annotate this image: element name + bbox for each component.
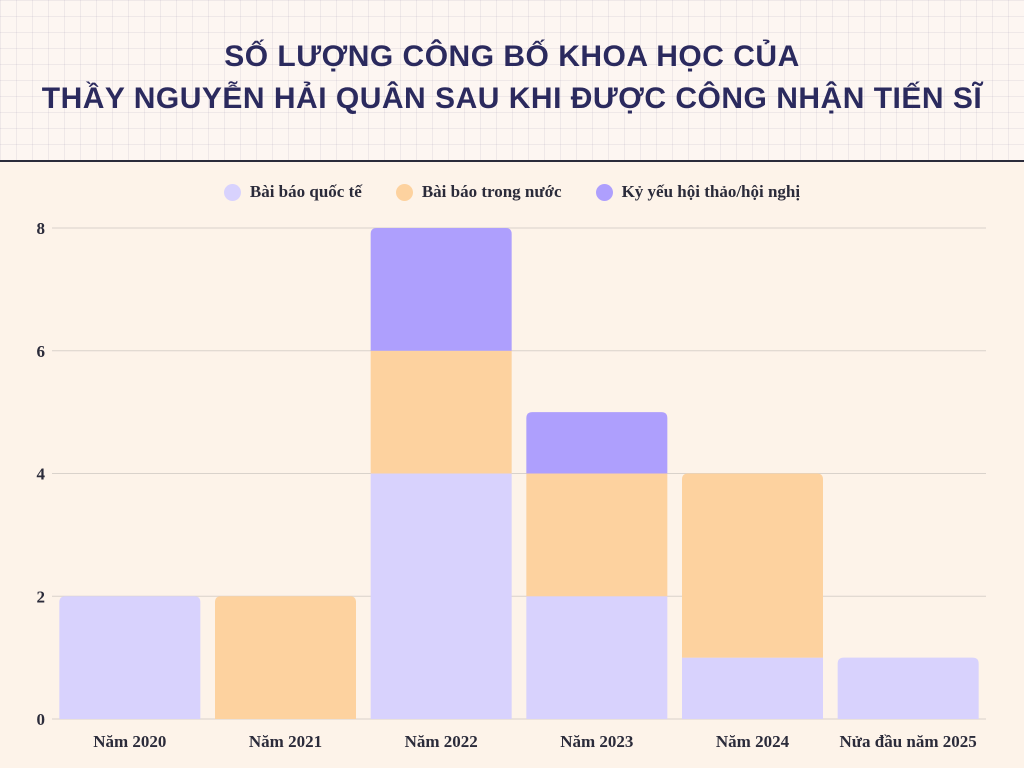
y-tick-label: 4	[37, 465, 46, 484]
legend-item-international: Bài báo quốc tế	[223, 182, 362, 202]
bar-international	[682, 657, 823, 719]
legend-swatch-international	[223, 183, 241, 201]
header-banner: SỐ LƯỢNG CÔNG BỐ KHOA HỌC CỦA THẦY NGUYỄ…	[0, 0, 1024, 162]
legend: Bài báo quốc tế Bài báo trong nước Kỷ yế…	[0, 182, 1024, 202]
bar-domestic	[370, 350, 512, 474]
bar-domestic	[682, 473, 823, 658]
bar-international	[526, 596, 668, 719]
bar-international	[837, 657, 979, 719]
y-tick-label: 0	[37, 710, 46, 729]
y-tick-label: 6	[37, 342, 46, 361]
bar-domestic	[526, 473, 668, 597]
bar-proceedings	[370, 228, 512, 351]
chart-title-line-2: THẦY NGUYỄN HẢI QUÂN SAU KHI ĐƯỢC CÔNG N…	[41, 82, 983, 115]
chart-title-line-1: SỐ LƯỢNG CÔNG BỐ KHOA HỌC CỦA	[224, 40, 800, 73]
x-tick-label: Năm 2022	[405, 732, 478, 751]
bar-proceedings	[526, 412, 668, 474]
legend-item-proceedings: Kỷ yếu hội thảo/hội nghị	[595, 182, 801, 202]
x-tick-label: Năm 2023	[560, 732, 633, 751]
x-tick-label: Năm 2021	[249, 732, 322, 751]
legend-label-domestic: Bài báo trong nước	[421, 182, 562, 201]
bar-domestic	[215, 596, 356, 719]
chart-title: SỐ LƯỢNG CÔNG BỐ KHOA HỌC CỦA THẦY NGUYỄ…	[0, 36, 1024, 120]
legend-label-proceedings: Kỷ yếu hội thảo/hội nghị	[621, 182, 801, 201]
legend-label-international: Bài báo quốc tế	[249, 182, 362, 201]
legend-swatch-proceedings	[595, 183, 613, 201]
legend-item-domestic: Bài báo trong nước	[395, 182, 562, 202]
bar-international	[370, 473, 512, 719]
y-tick-label: 8	[37, 219, 46, 238]
x-tick-label: Năm 2020	[93, 732, 166, 751]
x-tick-label: Nửa đầu năm 2025	[840, 732, 977, 751]
x-tick-label: Năm 2024	[716, 732, 790, 751]
y-tick-label: 2	[37, 587, 46, 606]
legend-swatch-domestic	[395, 183, 413, 201]
bar-international	[59, 596, 201, 719]
